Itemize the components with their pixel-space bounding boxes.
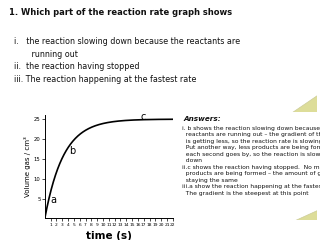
Text: i.   the reaction slowing down because the reactants are
         running out
  : i. the reaction slowing down because the… <box>10 37 241 84</box>
Text: a: a <box>51 194 57 204</box>
Text: Answers:: Answers: <box>183 116 221 122</box>
Text: b: b <box>69 146 76 156</box>
Polygon shape <box>292 95 317 112</box>
Y-axis label: Volume gas / cm³: Volume gas / cm³ <box>24 136 31 197</box>
Polygon shape <box>294 210 317 220</box>
Text: i. b shows the reaction slowing down because the
  reactants are running out – t: i. b shows the reaction slowing down bec… <box>182 126 320 196</box>
Text: 1. Which part of the reaction rate graph shows: 1. Which part of the reaction rate graph… <box>10 8 233 17</box>
X-axis label: time (s): time (s) <box>86 231 132 240</box>
Text: c: c <box>141 112 146 122</box>
